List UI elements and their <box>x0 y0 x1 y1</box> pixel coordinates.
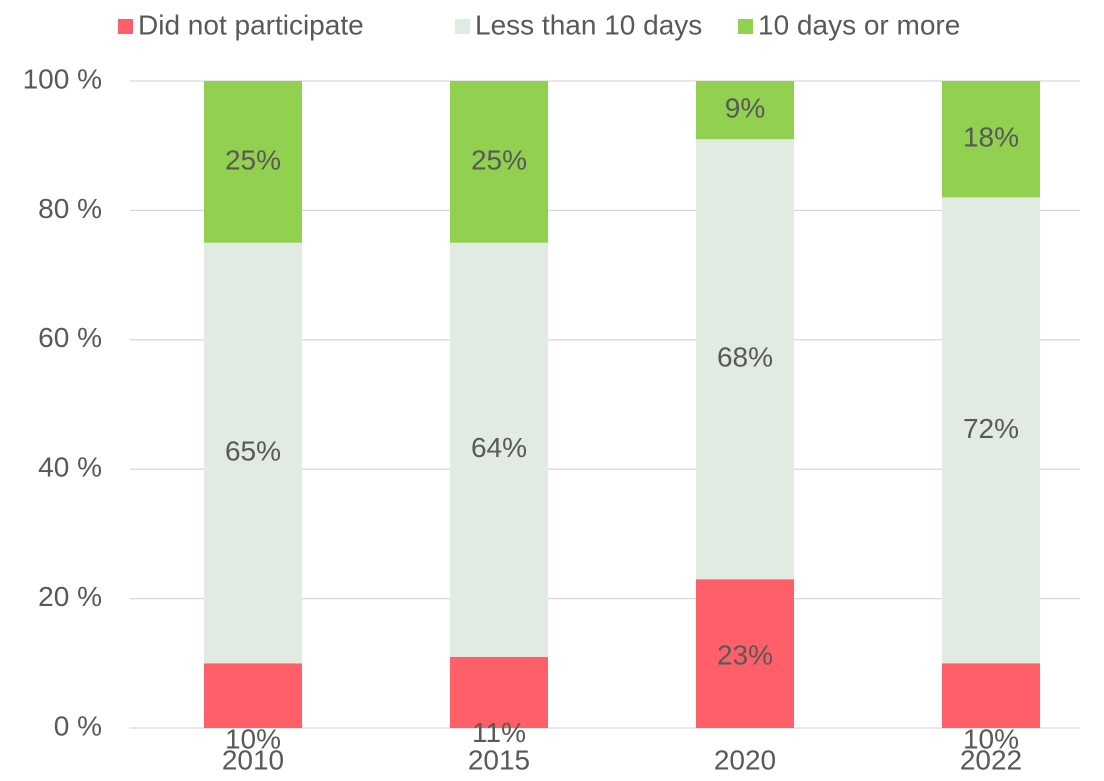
bar-segment <box>696 579 794 728</box>
bar-segment <box>204 242 302 664</box>
legend-swatch <box>738 19 753 34</box>
y-tick-label: 60 % <box>38 322 102 353</box>
bar-segment <box>450 656 548 728</box>
y-tick-label: 100 % <box>23 63 102 94</box>
legend-label: 10 days or more <box>758 9 960 40</box>
data-label: 68% <box>717 342 773 373</box>
x-tick-label: 2022 <box>960 744 1022 775</box>
x-tick-label: 2010 <box>222 744 284 775</box>
bar-segment <box>204 663 302 728</box>
data-label: 23% <box>717 640 773 671</box>
data-label: 64% <box>471 432 527 463</box>
data-label: 25% <box>225 144 281 175</box>
legend-label: Did not participate <box>138 9 364 40</box>
data-label: 10% <box>225 724 281 755</box>
bar-segment <box>696 139 794 580</box>
data-label: 25% <box>471 144 527 175</box>
y-tick-label: 20 % <box>38 581 102 612</box>
bar-segment <box>942 197 1040 664</box>
legend-label: Less than 10 days <box>475 9 702 40</box>
legend-swatch <box>455 19 470 34</box>
data-label: 9% <box>725 93 765 124</box>
y-tick-label: 80 % <box>38 193 102 224</box>
data-label: 18% <box>963 122 1019 153</box>
bar-segment <box>204 81 302 243</box>
x-tick-label: 2020 <box>714 744 776 775</box>
bar-segment <box>450 242 548 657</box>
data-label: 72% <box>963 413 1019 444</box>
bar-segment <box>696 81 794 140</box>
data-label: 10% <box>963 724 1019 755</box>
data-label: 65% <box>225 435 281 466</box>
legend-swatch <box>118 19 133 34</box>
y-tick-label: 0 % <box>54 710 102 741</box>
bar-segment <box>942 663 1040 728</box>
data-label: 11% <box>472 717 526 748</box>
y-tick-label: 40 % <box>38 452 102 483</box>
bar-segment <box>942 81 1040 198</box>
bar-segment <box>450 81 548 243</box>
x-tick-label: 2015 <box>468 744 530 775</box>
